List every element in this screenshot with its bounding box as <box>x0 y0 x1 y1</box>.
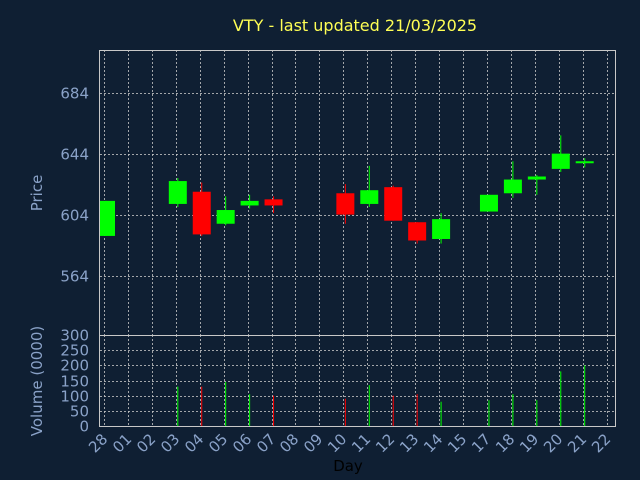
price-axis-label: Price <box>28 175 46 212</box>
x-tick-label: 28 <box>85 430 111 456</box>
candle-body <box>503 179 522 194</box>
volume-tick-label: 0 <box>79 418 89 436</box>
chart-title: VTY - last updated 21/03/2025 <box>233 16 477 35</box>
candle-body <box>240 200 259 206</box>
candle-body <box>432 219 451 239</box>
volume-tick-label: 150 <box>60 373 89 391</box>
x-tick-label: 17 <box>468 430 494 456</box>
candle-body <box>575 161 594 164</box>
volume-tick-label: 200 <box>60 357 89 375</box>
volume-tick-label: 300 <box>60 327 89 345</box>
price-y-ticks: 564 604 644 684 <box>60 85 89 286</box>
candle-body <box>551 153 570 169</box>
x-tick-label: 11 <box>348 430 374 456</box>
candle-body <box>192 191 211 235</box>
candle-body <box>168 181 187 204</box>
price-candles <box>100 135 594 244</box>
x-tick-label: 08 <box>276 430 302 456</box>
x-tick-label: 13 <box>396 430 422 456</box>
x-tick-label: 18 <box>492 430 518 456</box>
volume-tick-label: 250 <box>60 342 89 360</box>
candle-body <box>360 190 379 204</box>
x-tick-label: 02 <box>133 430 159 456</box>
candle-body <box>384 187 403 221</box>
x-tick-label: 01 <box>109 430 135 456</box>
x-tick-label: 04 <box>181 430 207 456</box>
price-tick-label: 564 <box>60 268 89 286</box>
candle-body <box>527 176 546 180</box>
volume-tick-label: 50 <box>70 403 89 421</box>
x-ticks: 2801020304050607080910111213141517181920… <box>85 430 614 456</box>
price-tick-label: 684 <box>60 85 89 103</box>
price-tick-label: 644 <box>60 146 89 164</box>
candle-body <box>100 200 115 236</box>
x-tick-label: 10 <box>324 430 350 456</box>
x-tick-label: 12 <box>372 430 398 456</box>
x-tick-label: 06 <box>229 430 255 456</box>
volume-grid <box>100 335 615 426</box>
x-tick-label: 15 <box>444 430 470 456</box>
x-tick-label: 09 <box>300 430 326 456</box>
candle-body <box>336 193 355 215</box>
volume-panel-frame <box>99 335 616 427</box>
candle-body <box>216 210 235 224</box>
candle-body <box>479 194 498 212</box>
x-tick-label: 03 <box>157 430 183 456</box>
x-tick-label: 22 <box>588 430 614 456</box>
x-tick-label: 05 <box>205 430 231 456</box>
x-tick-label: 20 <box>540 430 566 456</box>
x-axis-label: Day <box>333 457 363 475</box>
price-grid <box>100 50 615 335</box>
x-tick-label: 14 <box>420 430 446 456</box>
x-tick-label: 21 <box>564 430 590 456</box>
candle-body <box>264 199 283 206</box>
volume-bars <box>177 365 586 426</box>
volume-axis-label: Volume (0000) <box>28 326 46 436</box>
candle-body <box>408 222 427 241</box>
volume-tick-label: 100 <box>60 388 89 406</box>
price-tick-label: 604 <box>60 207 89 225</box>
x-tick-label: 19 <box>516 430 542 456</box>
